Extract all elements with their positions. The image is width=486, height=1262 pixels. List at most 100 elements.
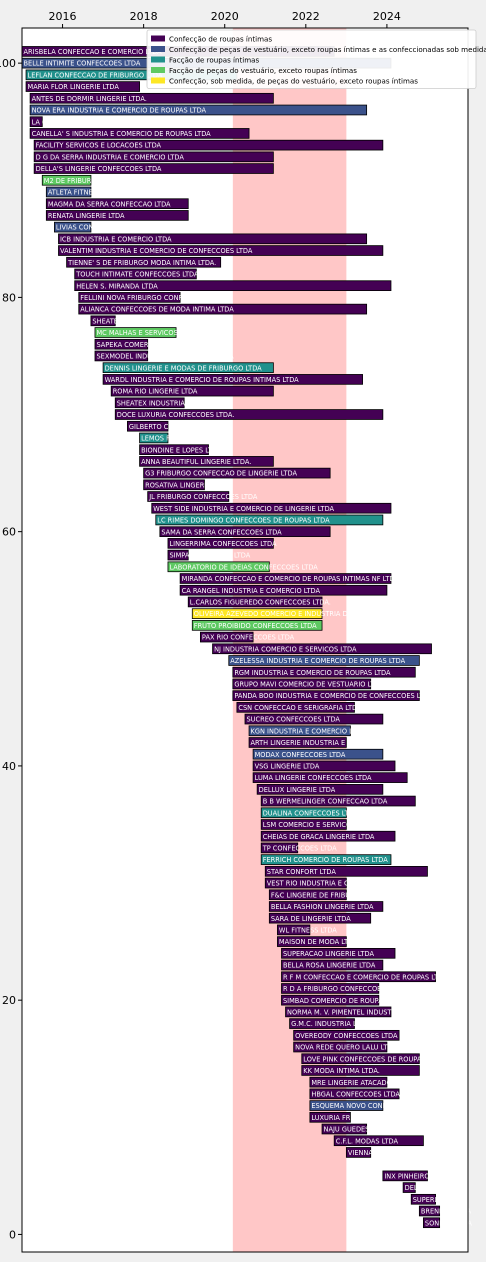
legend-box bbox=[146, 29, 477, 89]
bar-37 bbox=[143, 479, 205, 491]
bar-label-93: C.F.L. MODAS LTDA bbox=[336, 1137, 399, 1145]
bar-97 bbox=[410, 1193, 436, 1205]
bar-45 bbox=[179, 573, 392, 584]
bar-label-70: STAR CONFORT LTDA bbox=[267, 868, 337, 876]
bar-label-23: SHEATEX CONFECCOES LTDA bbox=[92, 317, 188, 325]
bar-label-34: BIONDINE E LOPES LTDA bbox=[141, 446, 222, 454]
bar-27 bbox=[102, 362, 274, 373]
legend-label-1: Confecção de peças de vestuário, exceto … bbox=[169, 45, 486, 54]
bar-label-48: OLIVEIRA AZEVEDO COMERCIO E INDUSTRIA DE… bbox=[194, 610, 418, 618]
bar-74 bbox=[268, 912, 372, 924]
y-tick-label-3: 60 bbox=[2, 526, 16, 539]
bar-label-66: LSM COMERCIO E SERVICOS LTDA bbox=[263, 821, 374, 829]
bar-label-60: MODAX CONFECCOES LTDA bbox=[255, 751, 346, 759]
bar-label-56: CSN CONFECCAO E SERIGRAFIA LTDA bbox=[238, 704, 362, 712]
bar-label-86: LOVE PINK CONFECCOES DE ROUPAS LTDA bbox=[303, 1055, 444, 1063]
bar-label-38: JL FRIBURGO CONFECCOES LTDA bbox=[148, 493, 258, 501]
bar-label-90: ESQUEMA NOVO CONFECCOES LTDA bbox=[311, 1102, 432, 1110]
bar-82 bbox=[285, 1006, 392, 1018]
bar-label-0: ARISBELA CONFECCAO E COMERCIO LTDA bbox=[24, 48, 163, 56]
plot-frame bbox=[21, 27, 469, 1253]
bar-label-50: PAX RIO CONFECCOES LTDA bbox=[202, 634, 295, 642]
bar-63 bbox=[256, 784, 384, 795]
bar-label-74: SARA DE LINGERIE LTDA bbox=[271, 915, 351, 923]
bar-68 bbox=[260, 842, 299, 854]
bar-23 bbox=[90, 315, 116, 327]
bar-label-37: ROSATIVA LINGERIE LTDA bbox=[145, 481, 229, 489]
bar-label-54: GRUPO MAVI COMERCIO DE VESTUARIO LTDA bbox=[234, 681, 384, 689]
bar-label-22: ALIANCA CONFECCOES DE MODA INTIMA LTDA bbox=[80, 306, 234, 314]
bar-labels-layer: ARISBELA CONFECCAO E COMERCIO LTDA BELLE … bbox=[24, 48, 473, 1227]
bar-label-9: D G DA SERRA INDUSTRIA E COMERCIO LTDA bbox=[36, 153, 185, 161]
bar-label-11: M2 DE FRIBURGO LTDA bbox=[44, 177, 121, 185]
bar-label-40: LC RIMES DOMINGO CONFECCOES DE ROUPAS LT… bbox=[157, 517, 330, 525]
bar-18 bbox=[66, 256, 222, 268]
bar-9 bbox=[33, 151, 274, 163]
bar-12 bbox=[45, 186, 92, 198]
bar-label-41: SAMA DA SERRA CONFECCOES LTDA bbox=[161, 528, 282, 536]
bar-label-72: F&C LINGERIE DE FRIBURGO LTDA bbox=[271, 891, 384, 899]
bar-label-83: G.M.C. INDUSTRIA LTDA bbox=[291, 1020, 370, 1028]
bar-label-24: MC MALHAS E SERVICOS LTDA bbox=[96, 329, 196, 337]
bar-label-92: NAJU GUEDES LINGERIE LTDA bbox=[324, 1126, 421, 1134]
bar-label-18: TIENNE' S DE FRIBURGO MODA INTIMA LTDA. bbox=[67, 259, 216, 267]
bar-15 bbox=[54, 221, 92, 233]
bar-54 bbox=[232, 678, 372, 690]
bar-label-58: KGN INDUSTRIA E COMERCIO LTDA bbox=[251, 727, 366, 735]
bar-label-78: BELLA ROSA LINGERIE LTDA bbox=[283, 962, 376, 970]
bar-28 bbox=[102, 374, 363, 385]
bar-label-17: VALENTIM INDUSTRIA E COMERCIO DE CONFECC… bbox=[60, 247, 253, 255]
legend-label-3: Facção de peças do vestuário, exceto rou… bbox=[169, 66, 357, 75]
bar-label-43: SIMPATIA LINGERIE LTDA bbox=[169, 552, 250, 560]
bar-label-69: FERRICH COMERCIO DE ROUPAS LTDA bbox=[263, 856, 388, 864]
bar-57 bbox=[244, 713, 384, 725]
legend-swatch-1 bbox=[151, 46, 165, 52]
bar-17 bbox=[58, 245, 384, 256]
bar-5 bbox=[29, 104, 368, 116]
bar-77 bbox=[281, 948, 396, 959]
bar-label-35: ANNA BEAUTIFUL LINGERIE LTDA. bbox=[141, 458, 251, 466]
bar-22 bbox=[78, 303, 368, 315]
bar-31 bbox=[114, 409, 384, 420]
bar-label-30: SHEATEX INDUSTRIA LTDA bbox=[117, 399, 204, 407]
bar-label-79: R F M CONFECCAO E COMERCIO DE ROUPAS LTD… bbox=[283, 973, 448, 981]
axes-layer: 2016 2018 2020 2022 2024 0 20 40 60 80 100 bbox=[0, 10, 401, 1241]
bar-43 bbox=[167, 549, 189, 561]
bar-label-65: DUALINA CONFECCOES LTDA bbox=[263, 809, 359, 817]
bar-72 bbox=[268, 889, 347, 901]
bar-label-31: DOCE LUXURIA CONFECCOES LTDA. bbox=[117, 411, 235, 419]
bar-label-4: ANTES DE DORMIR LINGERIE LTDA. bbox=[32, 95, 147, 103]
bar-label-27: DENNIS LINGERIE E MODAS DE FRIBURGO LTDA bbox=[105, 364, 263, 372]
x-tick-label-3: 2022 bbox=[292, 10, 320, 23]
bar-label-89: HBGAL CONFECCOES LTDA bbox=[311, 1090, 400, 1098]
bar-29 bbox=[110, 385, 274, 397]
bar-label-82: NORMA M. V. PIMENTEL INDUSTRIA LTDA bbox=[287, 1008, 421, 1016]
bar-62 bbox=[252, 772, 408, 783]
bar-93 bbox=[333, 1135, 424, 1147]
bar-10 bbox=[33, 163, 274, 174]
bar-25 bbox=[94, 338, 149, 350]
bars-layer bbox=[21, 46, 441, 1229]
bar-label-64: B B WERMELINGER CONFECCAO LTDA bbox=[263, 798, 388, 806]
bar-86 bbox=[301, 1053, 420, 1065]
bar-78 bbox=[281, 959, 384, 971]
bar-91 bbox=[309, 1111, 351, 1123]
bar-label-75: WL FITNESS LTDA bbox=[279, 926, 337, 934]
bar-3 bbox=[25, 81, 140, 92]
bar-52 bbox=[228, 655, 420, 666]
bar-8 bbox=[33, 139, 384, 151]
bar-4 bbox=[29, 92, 274, 104]
bar-label-91: LUXURIA FRIBURGO LTDA bbox=[311, 1114, 395, 1122]
bar-label-42: LINGERRIMA CONFECCOES LTDA bbox=[169, 540, 277, 548]
bar-label-97: SUPERLINE LTDA bbox=[413, 1196, 468, 1204]
bar-24 bbox=[94, 327, 177, 338]
bar-13 bbox=[45, 198, 189, 210]
legend-label-4: Confecção, sob medida, de peças do vestu… bbox=[169, 77, 418, 86]
bar-label-49: FRUTO PROIBIDO CONFECCOES LTDA bbox=[194, 622, 317, 630]
bar-11 bbox=[41, 174, 92, 186]
bar-label-26: SEXMODEL INDUSTRIA E COMERCIO LTDA bbox=[96, 353, 234, 361]
bar-21 bbox=[78, 292, 181, 303]
bar-label-29: ROMA RIO LINGERIE LTDA bbox=[113, 388, 198, 396]
